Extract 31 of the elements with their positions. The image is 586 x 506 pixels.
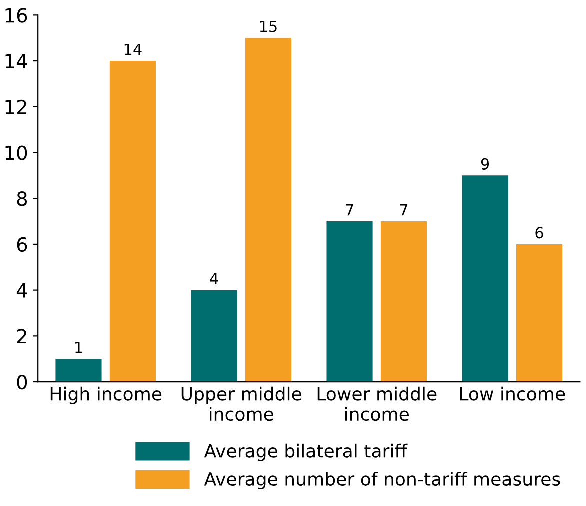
y-tick-label: 12 bbox=[6, 100, 26, 114]
y-tick-label: 4 bbox=[16, 284, 28, 298]
y-tick-label: 2 bbox=[17, 329, 26, 344]
data-label: 6 bbox=[536, 227, 544, 239]
bar bbox=[516, 244, 563, 382]
x-tick-label: Upper middle income bbox=[182, 386, 302, 422]
bar bbox=[245, 38, 292, 382]
y-tick-label: 0 bbox=[17, 374, 28, 390]
legend-label: Average number of non-tariff measures bbox=[204, 472, 560, 490]
bar bbox=[110, 61, 156, 382]
data-label: 7 bbox=[346, 204, 354, 216]
data-label: 15 bbox=[260, 21, 277, 32]
y-tick-label: 8 bbox=[17, 192, 28, 206]
bar bbox=[462, 176, 508, 382]
legend-label: Average bilateral tariff bbox=[204, 444, 408, 462]
data-label: 14 bbox=[124, 44, 142, 56]
y-tick-label: 14 bbox=[6, 54, 28, 68]
data-label: 9 bbox=[481, 158, 490, 170]
y-tick-label: 10 bbox=[6, 146, 28, 160]
bar bbox=[326, 222, 373, 382]
data-label: 1 bbox=[76, 342, 82, 354]
bar bbox=[56, 359, 102, 382]
data-label: 7 bbox=[400, 204, 408, 216]
y-tick-label: 6 bbox=[17, 237, 28, 252]
bar bbox=[191, 290, 238, 382]
x-tick-label: Lower middle income bbox=[318, 386, 437, 422]
data-label: 4 bbox=[210, 273, 218, 284]
y-tick-label: 16 bbox=[6, 8, 28, 23]
x-tick-label: Low income bbox=[460, 386, 566, 401]
x-tick-label: High income bbox=[50, 386, 162, 404]
bar bbox=[380, 222, 428, 382]
